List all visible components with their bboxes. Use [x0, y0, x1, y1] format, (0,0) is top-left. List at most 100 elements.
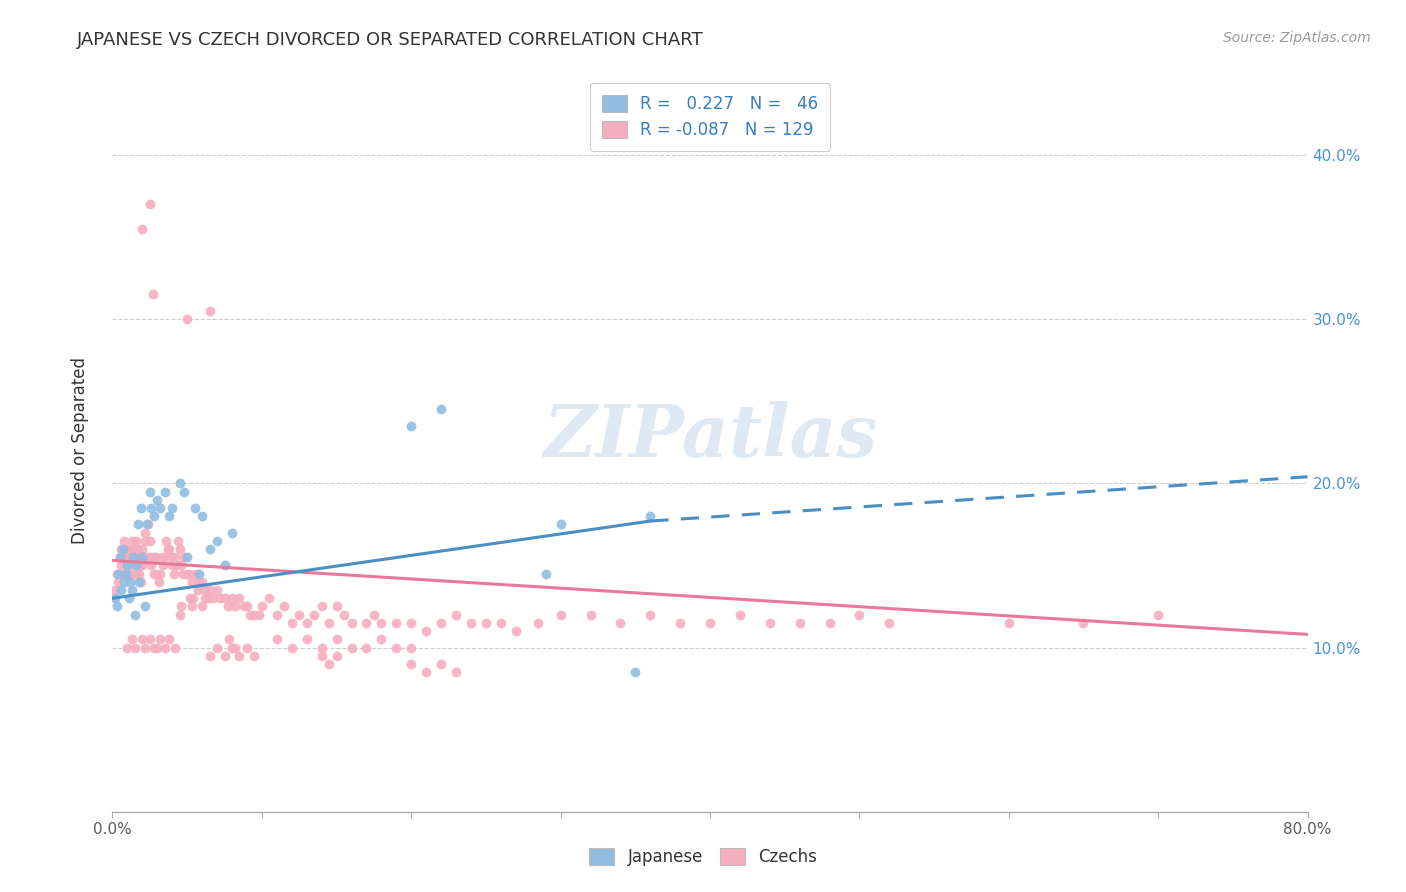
Point: [848, 607, 870, 622]
Point: [214, 558, 236, 573]
Point: [250, 599, 273, 614]
Point: [141, 558, 163, 573]
Point: [128, 566, 150, 581]
Point: [115, 566, 138, 581]
Point: [139, 197, 162, 211]
Point: [153, 550, 176, 565]
Point: [236, 599, 259, 614]
Point: [640, 607, 662, 622]
Point: [228, 648, 250, 663]
Point: [125, 550, 148, 565]
Point: [370, 632, 392, 647]
Point: [194, 591, 217, 606]
Point: [318, 657, 340, 671]
Point: [114, 550, 135, 565]
Point: [183, 566, 205, 581]
Legend: R =   0.227   N =   46, R = -0.087   N = 129: R = 0.227 N = 46, R = -0.087 N = 129: [591, 83, 830, 151]
Point: [114, 533, 135, 548]
Point: [149, 566, 172, 581]
Point: [191, 509, 214, 524]
Point: [122, 550, 145, 565]
Point: [415, 624, 437, 639]
Point: [401, 657, 423, 671]
Point: [273, 599, 295, 614]
Point: [162, 558, 183, 573]
Point: [122, 550, 145, 565]
Point: [157, 541, 180, 556]
Point: [139, 533, 162, 548]
Point: [325, 648, 347, 663]
Point: [150, 550, 173, 565]
Point: [266, 632, 288, 647]
Point: [505, 624, 527, 639]
Point: [198, 582, 221, 597]
Point: [385, 640, 408, 655]
Point: [142, 550, 165, 565]
Point: [157, 509, 180, 524]
Point: [281, 615, 304, 630]
Point: [209, 591, 232, 606]
Point: [169, 541, 191, 556]
Point: [198, 541, 221, 556]
Point: [155, 533, 177, 548]
Point: [145, 550, 167, 565]
Point: [134, 533, 156, 548]
Point: [173, 484, 195, 499]
Point: [998, 615, 1021, 630]
Text: JAPANESE VS CZECH DIVORCED OR SEPARATED CORRELATION CHART: JAPANESE VS CZECH DIVORCED OR SEPARATED …: [77, 31, 704, 49]
Point: [281, 640, 304, 655]
Point: [444, 665, 467, 680]
Point: [311, 648, 333, 663]
Point: [115, 566, 138, 581]
Point: [153, 484, 176, 499]
Point: [127, 517, 149, 532]
Point: [108, 550, 131, 565]
Point: [131, 632, 153, 647]
Point: [460, 615, 482, 630]
Point: [179, 591, 201, 606]
Point: [134, 599, 156, 614]
Point: [579, 607, 602, 622]
Point: [169, 476, 191, 491]
Point: [879, 615, 901, 630]
Point: [295, 632, 318, 647]
Point: [194, 582, 217, 597]
Point: [188, 566, 211, 581]
Point: [131, 541, 153, 556]
Point: [259, 591, 281, 606]
Point: [224, 599, 246, 614]
Point: [239, 607, 262, 622]
Point: [108, 550, 131, 565]
Point: [699, 615, 721, 630]
Point: [177, 566, 200, 581]
Point: [489, 615, 512, 630]
Point: [325, 632, 347, 647]
Point: [789, 615, 811, 630]
Point: [187, 582, 209, 597]
Point: [197, 591, 219, 606]
Point: [104, 591, 127, 606]
Point: [167, 533, 190, 548]
Point: [430, 657, 453, 671]
Point: [176, 312, 198, 326]
Text: Source: ZipAtlas.com: Source: ZipAtlas.com: [1223, 31, 1371, 45]
Point: [401, 418, 423, 433]
Point: [370, 615, 392, 630]
Point: [115, 550, 138, 565]
Point: [170, 558, 193, 573]
Point: [139, 632, 162, 647]
Point: [143, 640, 166, 655]
Point: [165, 640, 187, 655]
Point: [134, 525, 156, 540]
Point: [117, 541, 139, 556]
Point: [117, 558, 139, 573]
Point: [218, 632, 240, 647]
Point: [124, 566, 146, 581]
Point: [110, 582, 132, 597]
Point: [120, 550, 142, 565]
Point: [205, 582, 228, 597]
Point: [669, 615, 692, 630]
Point: [110, 541, 132, 556]
Point: [214, 591, 236, 606]
Point: [430, 402, 453, 417]
